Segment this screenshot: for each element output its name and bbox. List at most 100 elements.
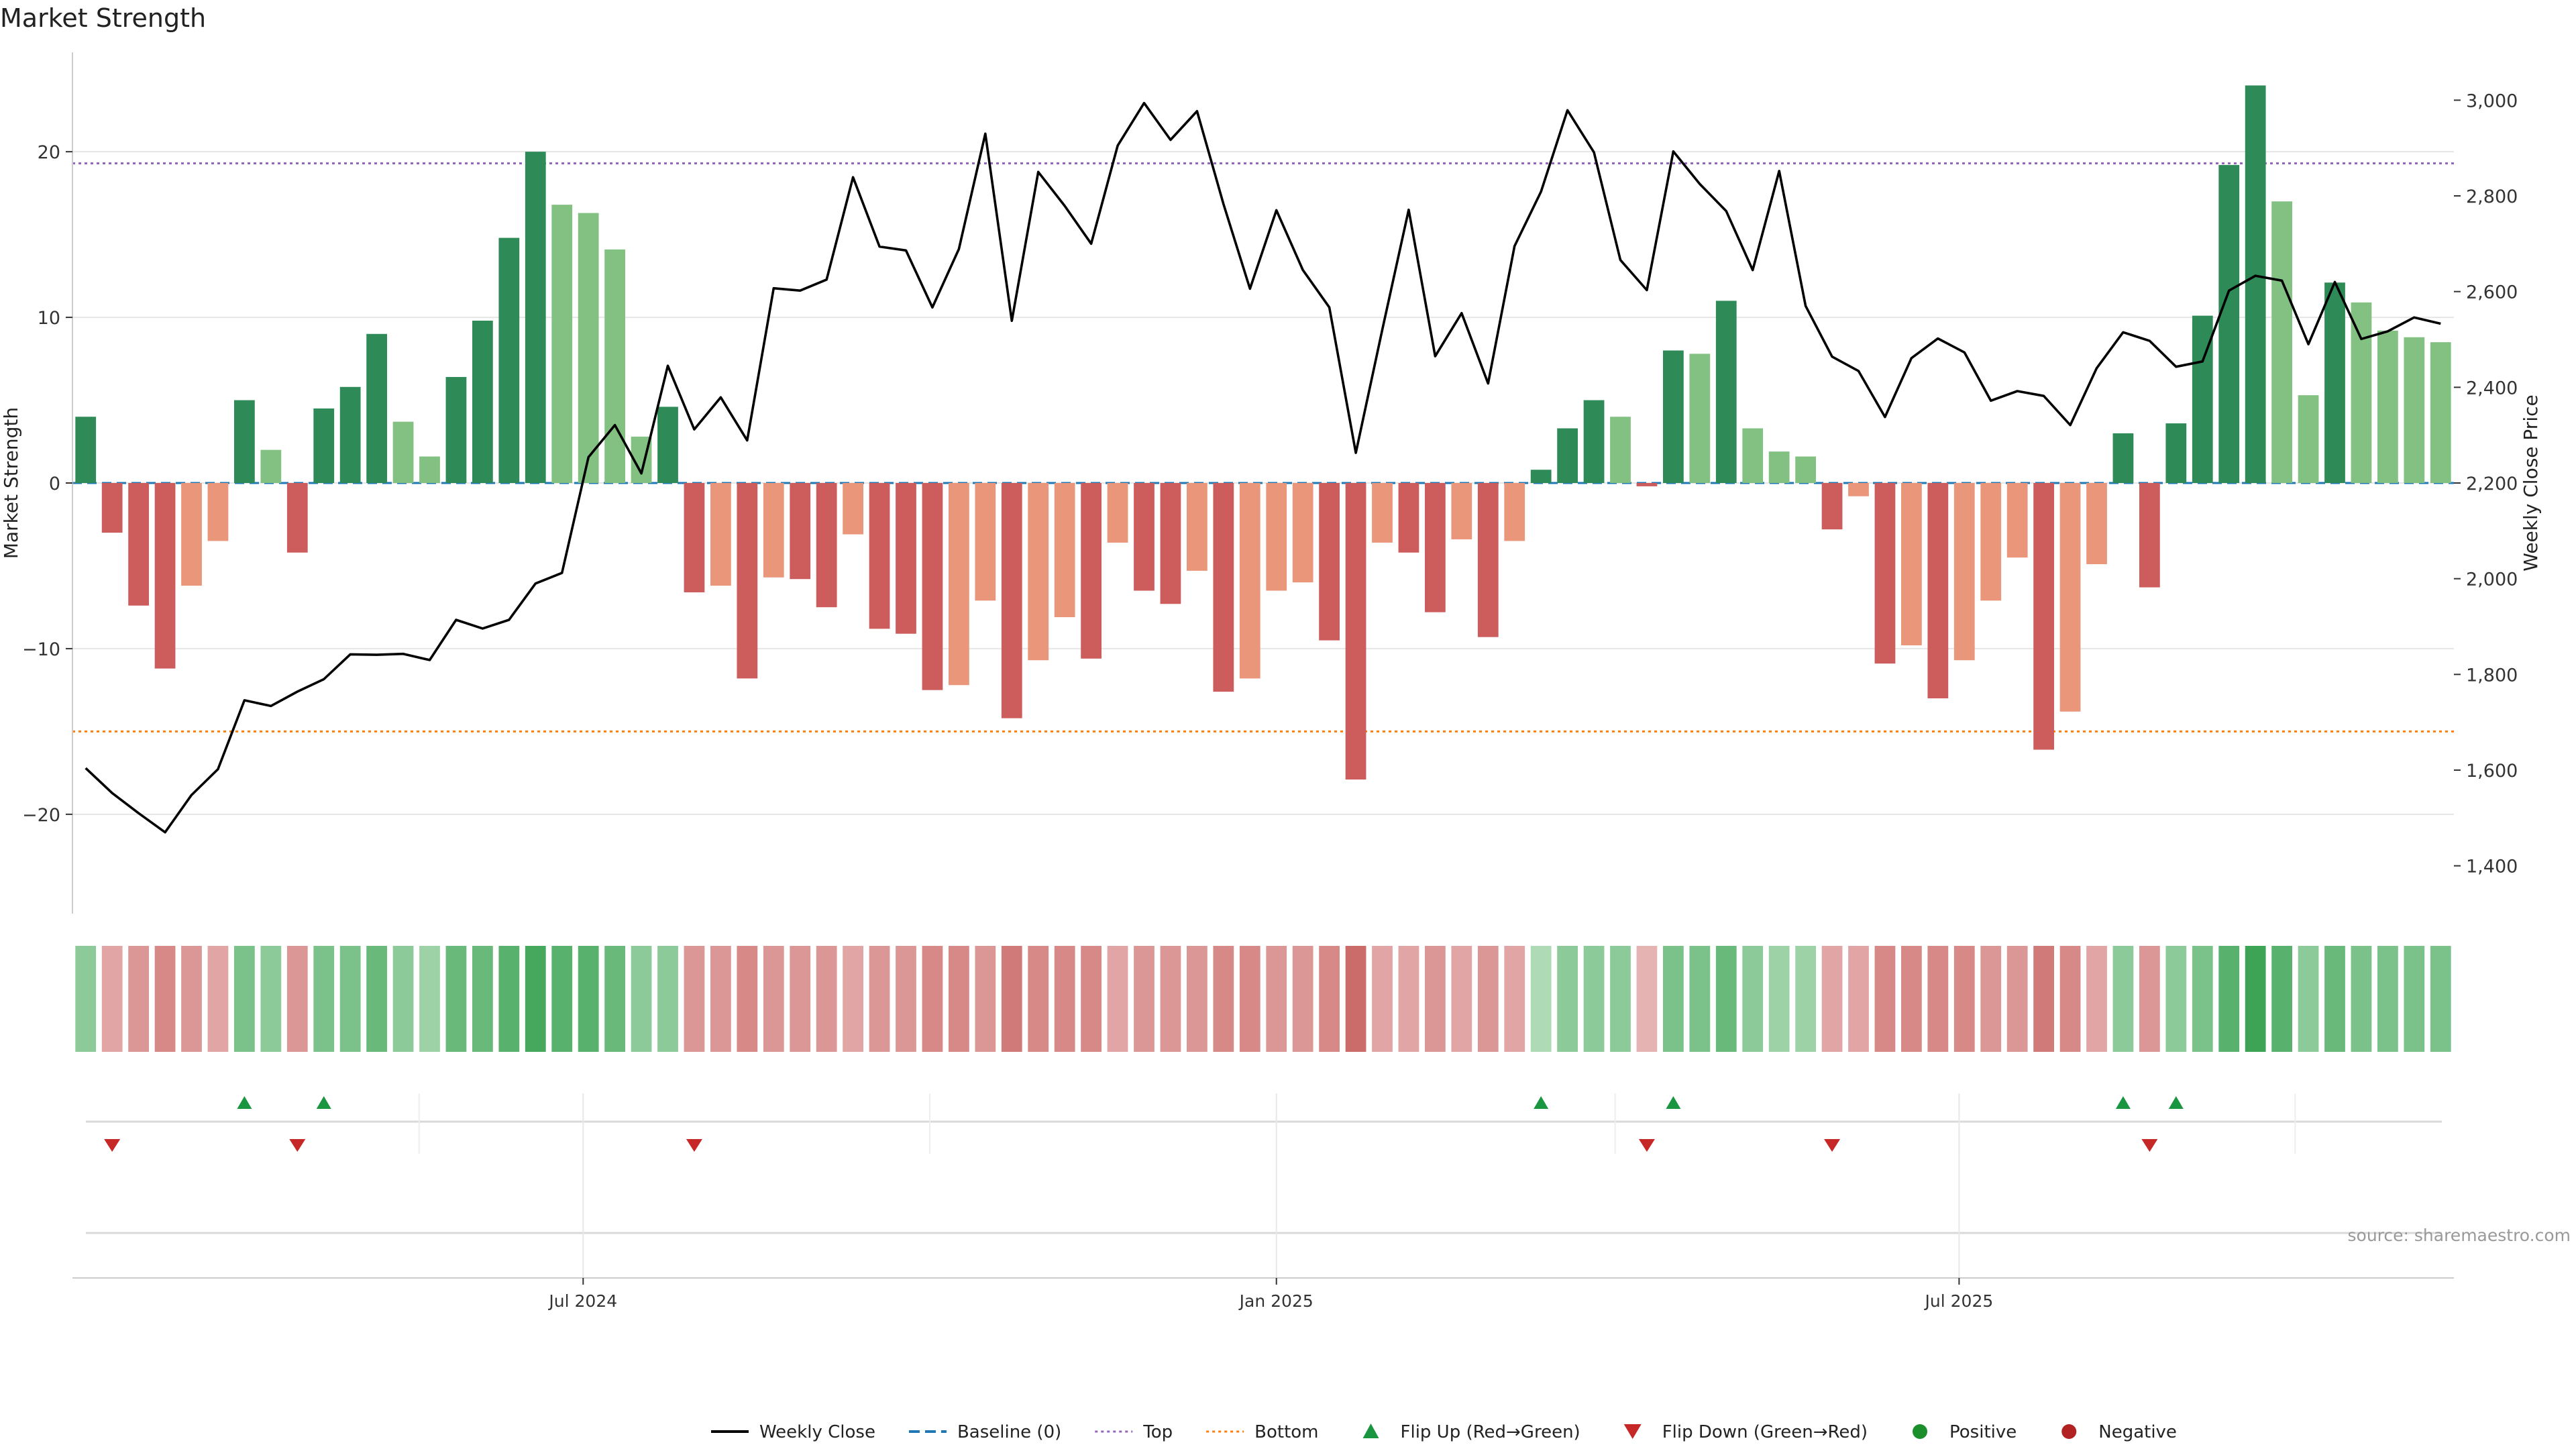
y2-tick-label: 2,200 [2466, 474, 2518, 494]
strength-bar [472, 321, 493, 483]
heat-cell [1821, 946, 1843, 1052]
strength-bar [1345, 483, 1366, 780]
heat-cell [75, 946, 97, 1052]
heat-cell [684, 946, 705, 1052]
strength-bar [790, 483, 811, 580]
legend-item: Weekly Close [711, 1422, 875, 1442]
legend-label: Negative [2098, 1422, 2177, 1442]
heat-cell [2351, 946, 2372, 1052]
strength-bar [657, 407, 678, 483]
strength-bar [2086, 483, 2107, 564]
legend-label: Top [1142, 1422, 1173, 1442]
y2-tick-label: 3,000 [2466, 91, 2518, 111]
x-tick-label: Jan 2025 [1238, 1291, 1313, 1311]
strength-bar [922, 483, 943, 690]
strength-bar [1610, 417, 1631, 483]
strength-bar [2112, 433, 2134, 483]
heat-cell [2245, 946, 2266, 1052]
heat-cell [498, 946, 520, 1052]
strength-bar [1980, 483, 2002, 601]
flip-up-marker [2115, 1096, 2131, 1109]
strength-bar [498, 237, 520, 483]
heat-cell [525, 946, 546, 1052]
heat-cell [1134, 946, 1155, 1052]
legend-item: Bottom [1206, 1422, 1319, 1442]
heat-cell [2086, 946, 2107, 1052]
heat-cell [1187, 946, 1208, 1052]
strength-bar [949, 483, 969, 686]
heat-cell [551, 946, 573, 1052]
strength-bar [366, 333, 387, 483]
date-axis: Jul 2024 Jan 2025 Jul 2025 [72, 1277, 2454, 1311]
heat-cell [790, 946, 811, 1052]
heat-cell [975, 946, 996, 1052]
strength-bar [101, 483, 123, 533]
heat-cell [445, 946, 467, 1052]
heat-cell [1292, 946, 1313, 1052]
heat-cell [1874, 946, 1896, 1052]
legend-label: Flip Down (Green→Red) [1662, 1422, 1868, 1442]
heat-cell [2192, 946, 2213, 1052]
strength-bar [207, 483, 229, 541]
heat-cell [472, 946, 493, 1052]
heat-cell [1425, 946, 1446, 1052]
heat-cell [1001, 946, 1022, 1052]
legend-label: Baseline (0) [957, 1422, 1061, 1442]
strength-bar [604, 249, 625, 483]
heat-cell [1795, 946, 1816, 1052]
strength-bar [234, 400, 255, 483]
heat-cell [260, 946, 282, 1052]
heat-cell [2218, 946, 2240, 1052]
strength-bar [578, 213, 599, 483]
strength-bar [1266, 483, 1287, 591]
strength-bar [1557, 428, 1578, 483]
strength-bar [1689, 354, 1711, 483]
heat-cell [1213, 946, 1234, 1052]
strength-bar [1239, 483, 1260, 679]
strength-bar [1715, 301, 1737, 483]
strength-bar [2033, 483, 2054, 750]
strength-bar [1530, 470, 1552, 483]
heat-cell [2112, 946, 2134, 1052]
strength-bar [2271, 201, 2292, 483]
heat-cell [1107, 946, 1128, 1052]
legend-label: Flip Up (Red→Green) [1401, 1422, 1580, 1442]
heat-cell [1398, 946, 1419, 1052]
strength-bar [1768, 451, 1790, 483]
heat-cell [1980, 946, 2002, 1052]
strength-bar [2139, 483, 2160, 588]
legend-item: Positive [1913, 1422, 2017, 1442]
flip-down-marker [2141, 1139, 2158, 1152]
heat-cell [101, 946, 123, 1052]
heat-cell [949, 946, 969, 1052]
strength-bar [1795, 456, 1816, 483]
strength-bar [260, 449, 282, 483]
heat-cell [234, 946, 255, 1052]
heat-cell [181, 946, 202, 1052]
heat-cell [392, 946, 414, 1052]
heat-cell [1319, 946, 1340, 1052]
strength-bar [1054, 483, 1075, 618]
strength-bar [1901, 483, 1922, 645]
flip-up-marker [2168, 1096, 2184, 1109]
strength-bar [1213, 483, 1234, 692]
grid-lines [72, 151, 2454, 815]
strength-bar [445, 376, 467, 483]
heat-cell [737, 946, 758, 1052]
strength-bar [1398, 483, 1419, 553]
flip-up-marker [1666, 1096, 1681, 1109]
strength-bar [1107, 483, 1128, 543]
chart-title: Market Strength [0, 3, 206, 33]
strength-bar [843, 483, 863, 535]
heat-cell [1530, 946, 1552, 1052]
strength-bar [1081, 483, 1102, 659]
heat-cell [657, 946, 678, 1052]
heat-cell [1477, 946, 1499, 1052]
weekly-close-line [85, 101, 2441, 834]
heat-cell [2165, 946, 2187, 1052]
heat-cell [1663, 946, 1684, 1052]
strength-bar [1663, 350, 1684, 483]
strength-bar [2245, 85, 2266, 483]
heat-cell [313, 946, 335, 1052]
